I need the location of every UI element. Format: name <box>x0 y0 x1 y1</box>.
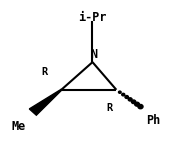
Text: N: N <box>91 48 98 61</box>
Circle shape <box>138 104 143 109</box>
Polygon shape <box>29 89 62 115</box>
Text: Ph: Ph <box>146 114 160 127</box>
Text: i-Pr: i-Pr <box>78 11 107 24</box>
Circle shape <box>125 95 128 98</box>
Text: Me: Me <box>12 120 26 133</box>
Circle shape <box>128 98 132 101</box>
Circle shape <box>132 100 136 104</box>
Circle shape <box>119 91 121 93</box>
Text: R: R <box>106 103 112 113</box>
Text: R: R <box>41 67 48 77</box>
Circle shape <box>135 102 139 106</box>
Circle shape <box>122 93 125 96</box>
